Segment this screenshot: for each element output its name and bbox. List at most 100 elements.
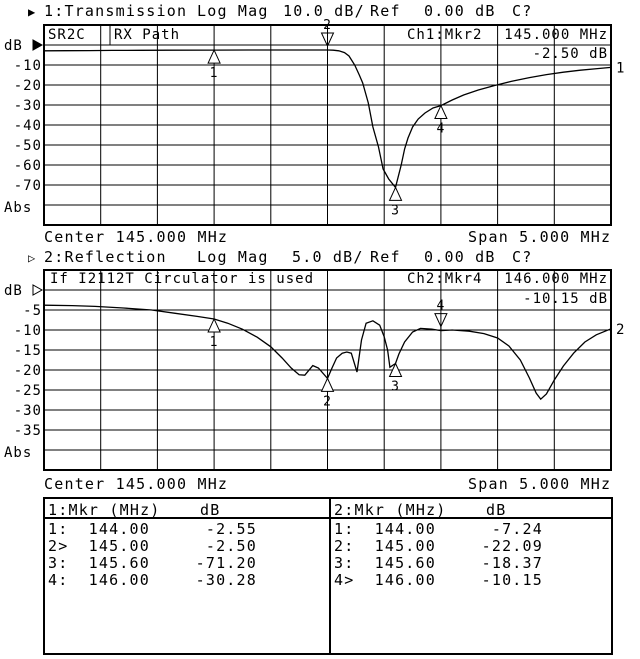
marker-table-right-column: 1: 144.00 -7.24 2: 145.00 -22.09 3: 145.60 -18.3… bbox=[331, 520, 614, 589]
chart-ch2: dB-5 -10 -15 -20 -25 -30 -35 Abs 1 2 3 4 2 bbox=[4, 269, 625, 471]
ch2-marker-value: -10.15 dB bbox=[523, 291, 608, 307]
marker-freq-cell: 146.00 bbox=[88, 571, 150, 589]
marker-number: 1 bbox=[210, 66, 219, 81]
ch1-format-label: Log Mag bbox=[197, 2, 269, 20]
ch2-marker-freq: 146.000 MHz bbox=[504, 271, 608, 287]
marker-table-header-rule bbox=[45, 517, 611, 519]
marker-ch1-3 bbox=[388, 186, 403, 201]
marker-number: 1 bbox=[210, 335, 219, 350]
ch2-memo: If I2112T Circulator is used bbox=[50, 271, 315, 287]
marker-up-triangle-icon bbox=[320, 377, 335, 392]
marker-freq-cell: 145.00 bbox=[88, 537, 150, 555]
trace-ch2 bbox=[43, 304, 612, 401]
y-tick-ch1: -20 bbox=[14, 78, 42, 94]
ch1-marker-freq: 145.000 MHz bbox=[504, 27, 608, 43]
marker-table: 1:Mkr (MHz) dB 2:Mkr (MHz) dB 1: 144.00 -2… bbox=[43, 497, 613, 655]
ch1-center-freq: Center 145.000 MHz bbox=[44, 228, 229, 246]
graticule-frame-ch1 bbox=[43, 24, 612, 226]
marker-number-cell: 4: bbox=[48, 571, 69, 589]
ch2-span: Span 5.000 MHz bbox=[468, 475, 612, 493]
marker-table-right-db-header: dB bbox=[486, 501, 507, 519]
ch1-span: Span 5.000 MHz bbox=[468, 228, 612, 246]
marker-ch2-4 bbox=[434, 313, 448, 331]
marker-db-cell: -7.24 bbox=[491, 520, 543, 538]
y-tick-ch1: -10 bbox=[14, 58, 42, 74]
marker-number: 2 bbox=[323, 18, 332, 33]
marker-db-cell: -18.37 bbox=[481, 554, 543, 572]
marker-table-row: 4: 146.00 -30.28 bbox=[45, 571, 328, 589]
marker-up-triangle-icon bbox=[207, 48, 221, 64]
y-tick-ch2: -30 bbox=[14, 403, 42, 419]
marker-db-cell: -2.55 bbox=[205, 520, 257, 538]
graticule-frame-ch2 bbox=[43, 269, 612, 471]
ref-pointer-icon-ch2 bbox=[32, 284, 44, 296]
marker-number-cell: 3: bbox=[334, 554, 355, 572]
ch1-title: 1:Transmission bbox=[44, 2, 188, 20]
marker-ch1-4 bbox=[434, 104, 448, 120]
ch1-marker-readout-label: Ch1:Mkr2 bbox=[407, 27, 483, 43]
marker-number-cell: 4> bbox=[334, 571, 355, 589]
marker-table-row: 1: 144.00 -2.55 bbox=[45, 520, 328, 538]
y-tick-ch2: -25 bbox=[14, 383, 42, 399]
y-tick-ch2: -10 bbox=[14, 323, 42, 339]
ch1-memo: SR2C bbox=[48, 27, 86, 43]
y-tick-ch1: -40 bbox=[14, 118, 42, 134]
ch2-scale-value: 5.0 dB/ bbox=[292, 248, 364, 266]
ch1-ref-value: 0.00 dB bbox=[424, 2, 496, 20]
marker-number: 4 bbox=[436, 122, 445, 137]
chart-ch1: dB -10 -20 -30 -40 -50 -60 -70 Abs 1 2 3 4 1 bbox=[4, 18, 624, 226]
marker-ch1-2 bbox=[320, 32, 335, 50]
ch2-ref-label: Ref bbox=[370, 248, 401, 266]
marker-up-triangle-icon bbox=[207, 317, 221, 333]
marker-freq-cell: 144.00 bbox=[374, 520, 436, 538]
y-abs-ch2: Abs bbox=[4, 445, 32, 461]
ch2-title: 2:Reflection bbox=[44, 248, 167, 266]
marker-table-left-db-header: dB bbox=[200, 501, 221, 519]
marker-number-cell: 3: bbox=[48, 554, 69, 572]
marker-number-cell: 1: bbox=[334, 520, 355, 538]
marker-up-triangle-icon bbox=[388, 362, 403, 377]
ref-pointer-icon-ch1 bbox=[32, 39, 44, 51]
marker-number-cell: 2> bbox=[48, 537, 69, 555]
marker-up-triangle-icon bbox=[388, 186, 403, 201]
marker-db-cell: -2.50 bbox=[205, 537, 257, 555]
y-tick-ch2: -20 bbox=[14, 363, 42, 379]
ch2-center-freq: Center 145.000 MHz bbox=[44, 475, 229, 493]
ch2-marker-readout-label: Ch2:Mkr4 bbox=[407, 271, 483, 287]
marker-table-row: 2> 145.00 -2.50 bbox=[45, 537, 328, 555]
marker-db-cell: -30.28 bbox=[195, 571, 257, 589]
ch1-scale-value: 10.0 dB/ bbox=[283, 2, 365, 20]
marker-ch1-1 bbox=[207, 48, 221, 64]
marker-ch2-1 bbox=[207, 317, 221, 333]
ch1-ref-label: Ref bbox=[370, 2, 401, 20]
y-tick-ch2: -35 bbox=[14, 423, 42, 439]
ch2-cal-status: C? bbox=[512, 248, 533, 266]
marker-table-row: 1: 144.00 -7.24 bbox=[331, 520, 614, 538]
marker-number: 3 bbox=[391, 379, 400, 394]
marker-table-left-header: 1:Mkr (MHz) bbox=[48, 501, 161, 519]
y-tick-ch1: -60 bbox=[14, 158, 42, 174]
ch2-ref-value: 0.00 dB bbox=[424, 248, 496, 266]
marker-db-cell: -71.20 bbox=[195, 554, 257, 572]
y-tick-ch2: -15 bbox=[14, 343, 42, 359]
marker-table-divider bbox=[329, 499, 331, 653]
marker-freq-cell: 145.60 bbox=[374, 554, 436, 572]
marker-number: 2 bbox=[323, 394, 332, 409]
marker-number: 4 bbox=[436, 299, 445, 314]
marker-table-row: 3: 145.60 -71.20 bbox=[45, 554, 328, 572]
trace-label-ch2: 2 bbox=[616, 322, 625, 338]
marker-table-row: 2: 145.00 -22.09 bbox=[331, 537, 614, 555]
y-tick-ch1: -50 bbox=[14, 138, 42, 154]
ch1-cal-status: C? bbox=[512, 2, 533, 20]
marker-table-row: 3: 145.60 -18.37 bbox=[331, 554, 614, 572]
channel1-pointer-icon: ▶ bbox=[28, 5, 37, 19]
ch1-marker-value: -2.50 dB bbox=[532, 46, 608, 62]
y-unit-ch1: dB bbox=[4, 38, 23, 54]
marker-freq-cell: 145.00 bbox=[374, 537, 436, 555]
y-unit-ch2: dB bbox=[4, 283, 23, 299]
marker-number-cell: 1: bbox=[48, 520, 69, 538]
marker-ch2-3 bbox=[388, 362, 403, 377]
ch1-memo2: RX Path bbox=[114, 27, 181, 43]
